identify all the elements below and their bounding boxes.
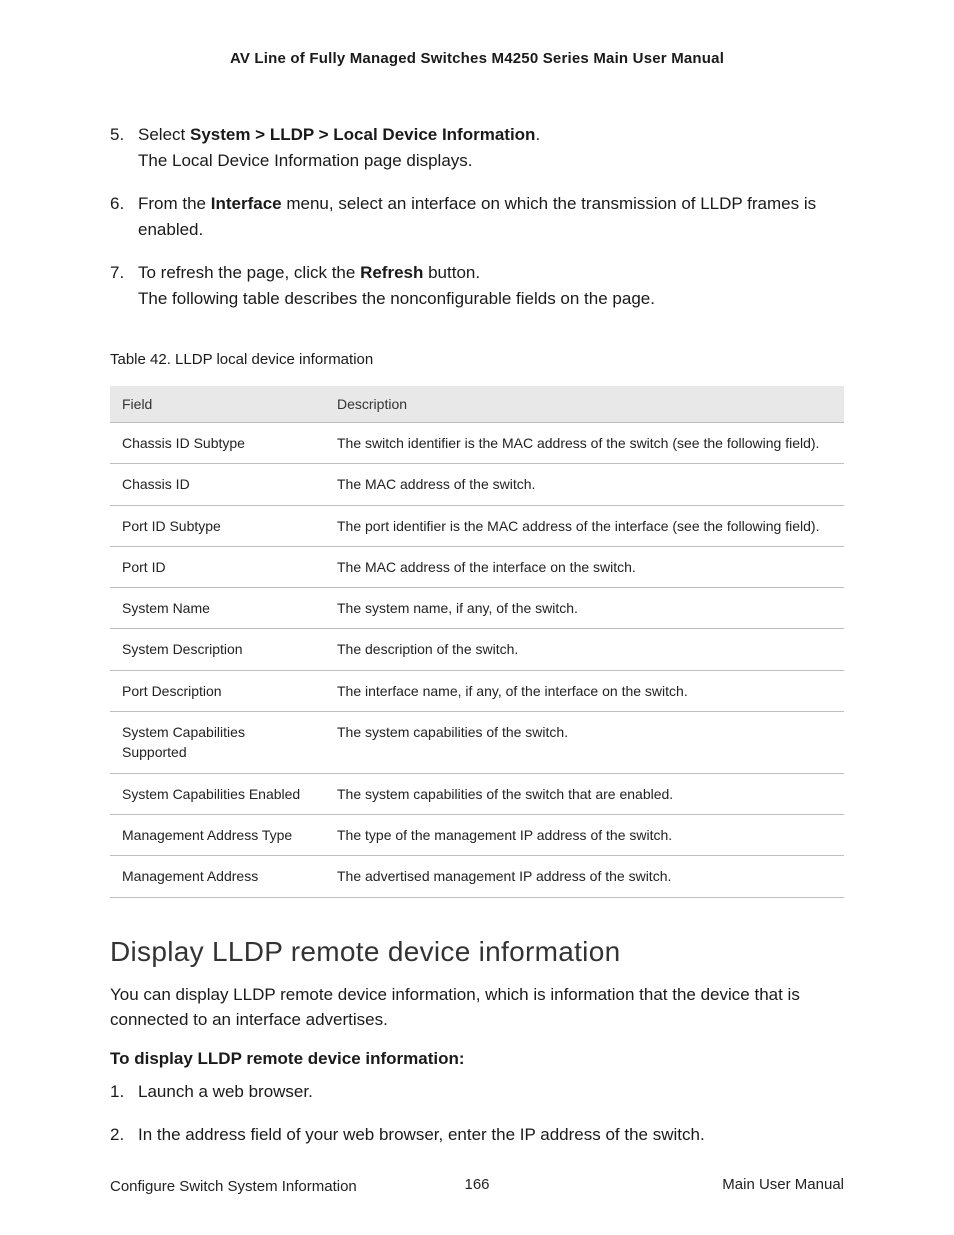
step-5: 5. Select System > LLDP > Local Device I…: [110, 122, 844, 173]
instruction-steps-lower: 1. Launch a web browser. 2. In the addre…: [110, 1079, 844, 1148]
table-cell-field: Port ID Subtype: [110, 505, 325, 546]
step-text-bold: Refresh: [360, 263, 423, 282]
step-7: 7. To refresh the page, click the Refres…: [110, 260, 844, 311]
table-cell-description: The description of the switch.: [325, 629, 844, 670]
table-header-row: Field Description: [110, 386, 844, 423]
table-cell-field: System Capabilities Supported: [110, 712, 325, 774]
step-number: 7.: [110, 260, 138, 311]
table-row: Chassis ID SubtypeThe switch identifier …: [110, 423, 844, 464]
table-cell-field: System Name: [110, 588, 325, 629]
step-text-line2: The Local Device Information page displa…: [138, 151, 473, 170]
step-text-suffix: .: [535, 125, 540, 144]
section-heading: Display LLDP remote device information: [110, 936, 844, 968]
step-number: 2.: [110, 1122, 138, 1148]
step-body: To refresh the page, click the Refresh b…: [138, 260, 844, 311]
table-cell-description: The switch identifier is the MAC address…: [325, 423, 844, 464]
table-cell-description: The system capabilities of the switch th…: [325, 773, 844, 814]
step-body: From the Interface menu, select an inter…: [138, 191, 844, 242]
step-number: 1.: [110, 1079, 138, 1105]
table-row: System NameThe system name, if any, of t…: [110, 588, 844, 629]
table-cell-field: Port ID: [110, 546, 325, 587]
table-row: Management Address TypeThe type of the m…: [110, 814, 844, 855]
step-body: Launch a web browser.: [138, 1079, 844, 1105]
table-cell-description: The type of the management IP address of…: [325, 814, 844, 855]
table-row: Management AddressThe advertised managem…: [110, 856, 844, 897]
table-cell-description: The MAC address of the switch.: [325, 464, 844, 505]
table-header-field: Field: [110, 386, 325, 423]
step-number: 5.: [110, 122, 138, 173]
step-body: In the address field of your web browser…: [138, 1122, 844, 1148]
page-header-title: AV Line of Fully Managed Switches M4250 …: [110, 50, 844, 67]
table-cell-description: The interface name, if any, of the inter…: [325, 670, 844, 711]
section-sub-heading: To display LLDP remote device informatio…: [110, 1049, 844, 1069]
table-row: Port ID SubtypeThe port identifier is th…: [110, 505, 844, 546]
step-text-bold: Interface: [211, 194, 282, 213]
table-header-description: Description: [325, 386, 844, 423]
table-cell-description: The system name, if any, of the switch.: [325, 588, 844, 629]
step-6: 6. From the Interface menu, select an in…: [110, 191, 844, 242]
page-footer: Configure Switch System Information 166 …: [110, 1176, 844, 1197]
table-row: Port DescriptionThe interface name, if a…: [110, 670, 844, 711]
table-row: System Capabilities SupportedThe system …: [110, 712, 844, 774]
table-cell-field: System Description: [110, 629, 325, 670]
step-text-line2: The following table describes the noncon…: [138, 289, 655, 308]
table-cell-field: Port Description: [110, 670, 325, 711]
table-cell-field: Management Address: [110, 856, 325, 897]
step-text-suffix: button.: [423, 263, 480, 282]
lldp-local-device-info-table: Field Description Chassis ID SubtypeThe …: [110, 386, 844, 898]
step-text-prefix: From the: [138, 194, 211, 213]
table-cell-description: The advertised management IP address of …: [325, 856, 844, 897]
table-row: Chassis IDThe MAC address of the switch.: [110, 464, 844, 505]
step-2: 2. In the address field of your web brow…: [110, 1122, 844, 1148]
table-cell-field: Management Address Type: [110, 814, 325, 855]
section-intro: You can display LLDP remote device infor…: [110, 982, 844, 1033]
step-text-bold: System > LLDP > Local Device Information: [190, 125, 535, 144]
step-number: 6.: [110, 191, 138, 242]
step-text-prefix: Select: [138, 125, 190, 144]
table-cell-description: The system capabilities of the switch.: [325, 712, 844, 774]
table-row: System Capabilities EnabledThe system ca…: [110, 773, 844, 814]
step-1: 1. Launch a web browser.: [110, 1079, 844, 1105]
table-caption: Table 42. LLDP local device information: [110, 351, 844, 368]
table-row: Port IDThe MAC address of the interface …: [110, 546, 844, 587]
instruction-steps-upper: 5. Select System > LLDP > Local Device I…: [110, 122, 844, 311]
table-cell-field: Chassis ID Subtype: [110, 423, 325, 464]
footer-page-number: 166: [110, 1176, 844, 1193]
step-body: Select System > LLDP > Local Device Info…: [138, 122, 844, 173]
table-cell-field: System Capabilities Enabled: [110, 773, 325, 814]
table-row: System DescriptionThe description of the…: [110, 629, 844, 670]
table-cell-description: The MAC address of the interface on the …: [325, 546, 844, 587]
step-text-prefix: To refresh the page, click the: [138, 263, 360, 282]
table-cell-field: Chassis ID: [110, 464, 325, 505]
table-cell-description: The port identifier is the MAC address o…: [325, 505, 844, 546]
